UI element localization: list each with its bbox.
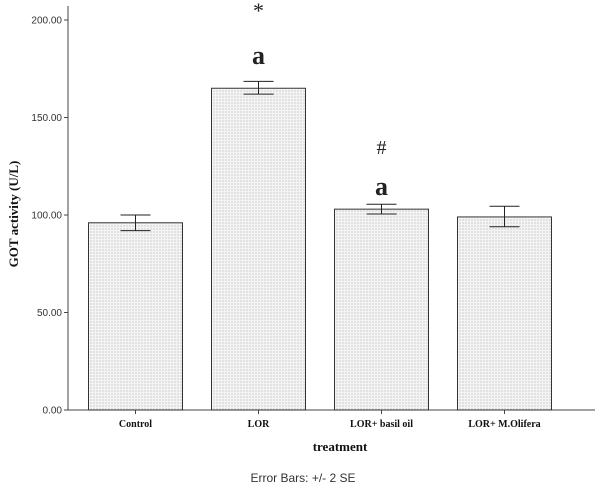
error-bars-note: Error Bars: +/- 2 SE (250, 471, 355, 485)
y-tick-label: 200.00 (31, 16, 62, 27)
x-tick-label: LOR (248, 419, 270, 430)
y-tick-label: 150.00 (31, 113, 62, 124)
significance-label: a (252, 41, 265, 70)
x-tick-label: LOR+ M.Olifera (468, 419, 540, 430)
x-axis-title: treatment (313, 439, 368, 454)
bar (88, 222, 183, 411)
bar (211, 87, 306, 411)
y-tick-label: 0.00 (43, 406, 63, 417)
x-tick-label: LOR+ basil oil (350, 419, 413, 430)
significance-label: a (375, 172, 388, 201)
significance-label: * (253, 0, 264, 23)
y-tick-label: 50.00 (37, 308, 62, 319)
significance-label: # (377, 137, 387, 159)
y-axis-title: GOT activity (U/L) (6, 161, 21, 268)
y-tick-label: 100.00 (31, 211, 62, 222)
bar (334, 208, 429, 411)
x-tick-label: Control (119, 419, 152, 430)
bar (457, 216, 552, 411)
